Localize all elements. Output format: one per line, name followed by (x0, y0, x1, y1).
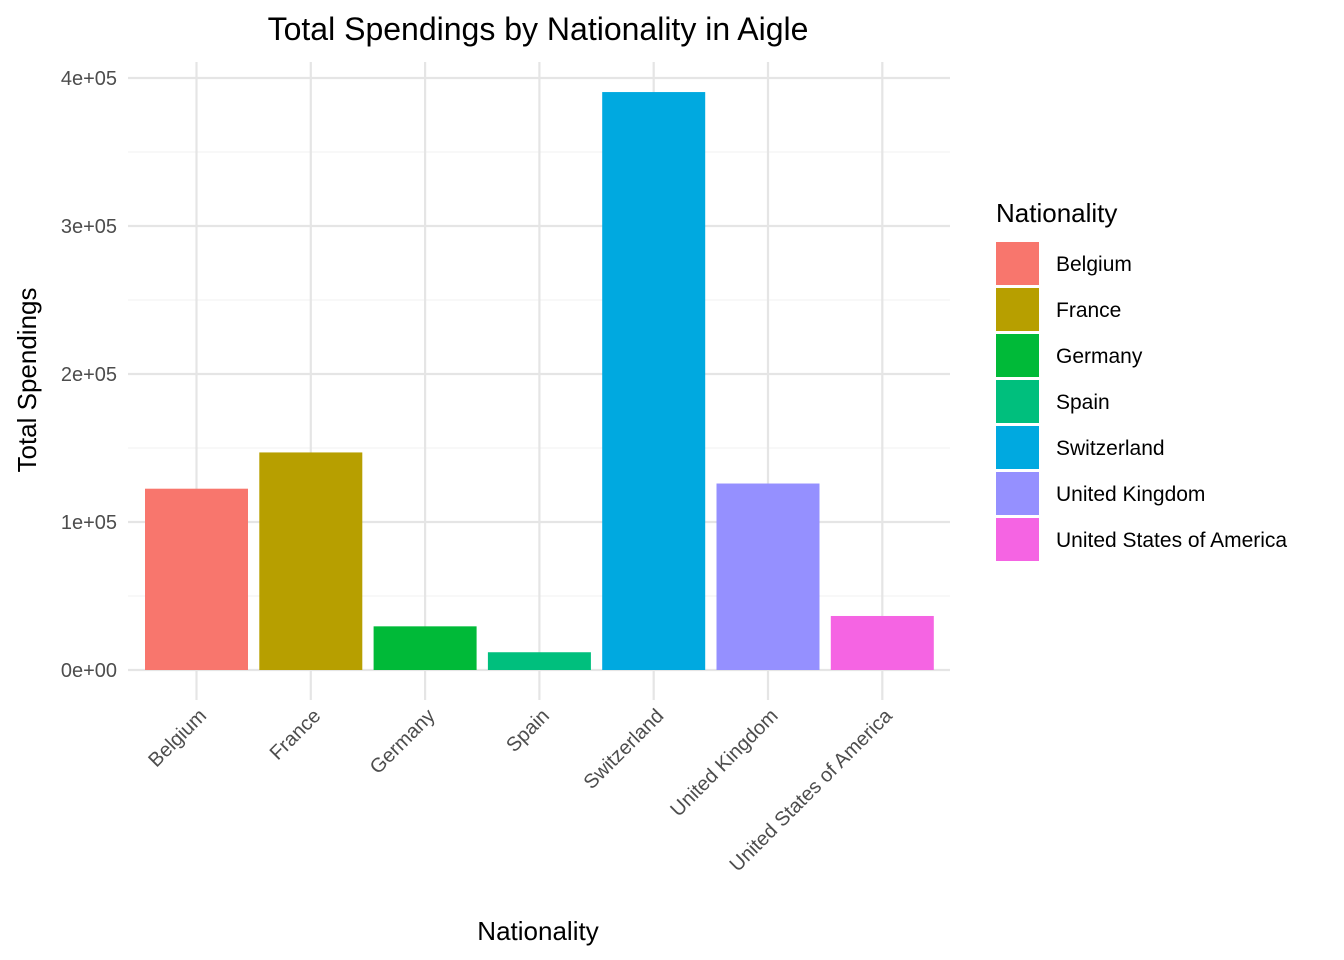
y-tick-label: 2e+05 (61, 364, 117, 386)
x-tick-label: France (266, 705, 326, 765)
legend-items: Belgium France Germany Spain Switzerland Unit… (996, 242, 1287, 561)
y-tick-label: 0e+00 (61, 660, 117, 682)
x-axis-ticks: Belgium France Germany Spain SwitzerlandUnit… (144, 704, 897, 876)
legend-swatch (996, 288, 1039, 331)
legend-label: Germany (1056, 345, 1143, 368)
legend: Nationality Belgium France Germany Spain Swi… (996, 198, 1287, 561)
bar-germany (373, 626, 477, 670)
bar-france (259, 452, 363, 670)
legend-swatch (996, 380, 1039, 423)
bar-belgium (145, 488, 248, 670)
legend-title: Nationality (996, 198, 1117, 228)
legend-label: United States of America (1056, 529, 1287, 552)
legend-label: Switzerland (1056, 437, 1165, 460)
y-axis-title: Total Spendings (12, 287, 42, 472)
legend-label: Spain (1056, 391, 1110, 414)
y-tick-label: 4e+05 (61, 68, 117, 90)
x-tick-label: Switzerland (580, 705, 669, 794)
x-tick-label: Spain (502, 705, 554, 757)
legend-label: Belgium (1056, 253, 1132, 276)
chart-gridlines (128, 62, 950, 700)
legend-swatch (996, 426, 1039, 469)
x-tick-label: United Kingdom (666, 705, 782, 821)
bar-united-kingdom (716, 483, 820, 670)
x-axis-title: Nationality (477, 916, 598, 946)
y-tick-label: 1e+05 (61, 512, 117, 534)
x-tick-label: Belgium (144, 705, 211, 772)
legend-swatch (996, 242, 1039, 285)
bar-switzerland (602, 92, 706, 670)
y-tick-label: 3e+05 (61, 216, 117, 238)
legend-label: France (1056, 299, 1121, 322)
bar-united-states-of-america (830, 615, 934, 670)
y-axis-ticks: 0e+00 1e+05 2e+05 3e+05 4e+05 (61, 68, 117, 682)
chart-title: Total Spendings by Nationality in Aigle (268, 11, 809, 47)
legend-swatch (996, 334, 1039, 377)
chart-bars (145, 92, 934, 670)
legend-swatch (996, 518, 1039, 561)
bar-spain (487, 652, 591, 670)
x-tick-label: Germany (366, 705, 440, 779)
legend-swatch (996, 472, 1039, 515)
legend-label: United Kingdom (1056, 483, 1205, 506)
